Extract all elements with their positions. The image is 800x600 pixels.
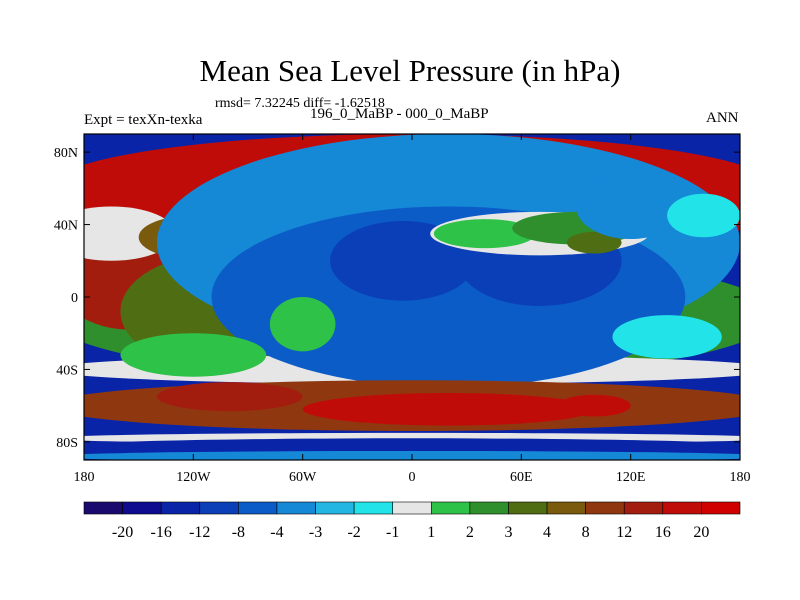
field-region-22 <box>120 333 267 377</box>
field-region-25 <box>302 392 595 426</box>
x-tick-label-2: 60W <box>289 470 317 485</box>
field-region-21 <box>612 315 722 359</box>
field-region-27 <box>156 382 303 412</box>
colorbar-swatch-16 <box>701 501 741 515</box>
colorbar-swatch-5 <box>276 501 316 515</box>
colorbar-label-9: 2 <box>466 524 474 541</box>
colorbar-label-7: -1 <box>386 524 399 541</box>
colorbar-swatch-4 <box>238 501 278 515</box>
colorbar-swatch-1 <box>122 501 162 515</box>
colorbar-label-2: -12 <box>189 524 210 541</box>
period-label: 196_0_MaBP - 000_0_MaBP <box>310 106 489 122</box>
pressure-field <box>84 134 740 460</box>
field-region-23 <box>269 297 336 352</box>
colorbar-swatch-10 <box>469 501 509 515</box>
colorbar-label-5: -3 <box>309 524 322 541</box>
colorbar-label-0: -20 <box>112 524 133 541</box>
season-label: ANN <box>706 110 739 126</box>
colorbar-label-4: -4 <box>270 524 283 541</box>
y-tick-label-1: 40N <box>54 219 78 234</box>
field-region-20 <box>667 193 740 238</box>
colorbar-swatch-8 <box>392 501 432 515</box>
colorbar-label-1: -16 <box>151 524 172 541</box>
stats-label: rmsd= 7.32245 diff= -1.62518 <box>215 96 385 111</box>
experiment-label: Expt = texXn-texka <box>84 112 203 128</box>
field-region-26 <box>557 394 631 417</box>
colorbar-label-8: 1 <box>427 524 435 541</box>
x-tick-label-3: 0 <box>409 470 416 485</box>
colorbar-label-3: -8 <box>232 524 245 541</box>
colorbar-swatch-6 <box>315 501 355 515</box>
colorbar-label-10: 3 <box>504 524 512 541</box>
colorbar-label-13: 12 <box>616 524 632 541</box>
colorbar-swatch-13 <box>585 501 625 515</box>
y-tick-label-0: 80N <box>54 146 78 161</box>
y-tick-label-2: 0 <box>71 291 78 306</box>
x-tick-label-5: 120E <box>616 470 646 485</box>
field-region-19 <box>576 173 686 240</box>
colorbar-label-6: -2 <box>347 524 360 541</box>
x-tick-label-0: 180 <box>74 470 95 485</box>
colorbar-swatch-0 <box>83 501 123 515</box>
colorbar-swatch-14 <box>623 501 664 515</box>
colorbar-swatch-3 <box>199 501 239 515</box>
colorbar-label-12: 8 <box>582 524 590 541</box>
x-tick-label-4: 60E <box>510 470 533 485</box>
colorbar-swatch-15 <box>662 501 702 515</box>
y-tick-label-3: 40S <box>56 363 78 378</box>
colorbar-label-14: 16 <box>655 524 671 541</box>
y-tick-label-4: 80S <box>56 436 78 451</box>
colorbar-swatch-2 <box>160 501 201 515</box>
x-tick-label-6: 180 <box>730 470 751 485</box>
colorbar-swatch-9 <box>430 501 471 515</box>
colorbar-label-11: 4 <box>543 524 551 541</box>
field-region-16 <box>433 219 536 249</box>
field-region-18 <box>566 231 622 254</box>
colorbar-swatch-7 <box>353 501 394 515</box>
colorbar-swatch-12 <box>546 501 586 515</box>
x-tick-label-1: 120W <box>176 470 211 485</box>
colorbar-swatch-11 <box>508 501 548 515</box>
colorbar-label-15: 20 <box>693 524 709 541</box>
chart-title: Mean Sea Level Pressure (in hPa) <box>199 53 621 88</box>
